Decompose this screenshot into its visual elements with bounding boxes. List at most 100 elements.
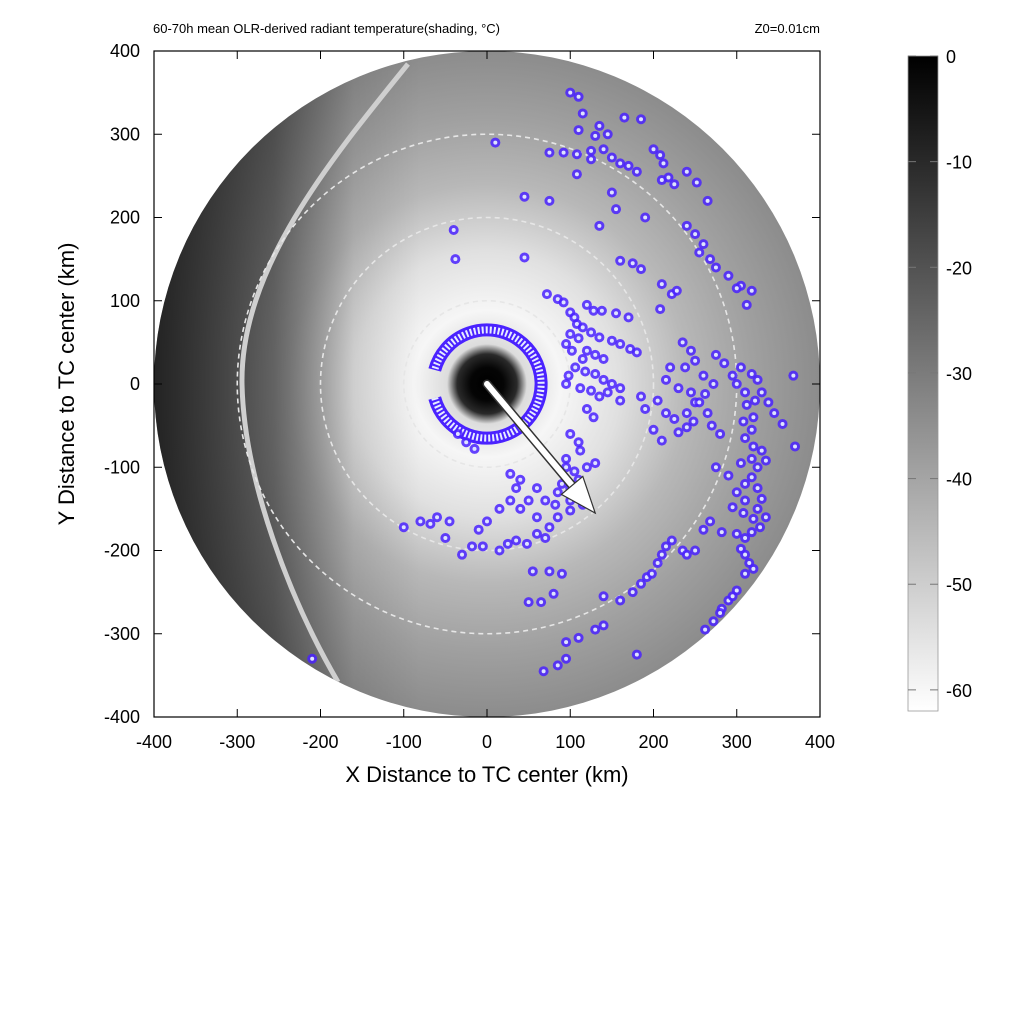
convective-cell-core — [443, 536, 448, 541]
convective-cell-core — [578, 386, 583, 391]
convective-cell-core — [447, 519, 452, 524]
convective-cell-core — [566, 373, 571, 378]
convective-cell-core — [576, 128, 581, 133]
convective-cell-core — [580, 111, 585, 116]
convective-cell-core — [684, 425, 689, 430]
convective-cell-core — [561, 150, 566, 155]
convective-cell-core — [713, 465, 718, 470]
convective-cell-core — [755, 506, 760, 511]
convective-cell-core — [693, 232, 698, 237]
convective-cell-core — [518, 506, 523, 511]
colorbar-tick-label: 0 — [946, 47, 956, 67]
convective-cell-core — [572, 315, 577, 320]
y-tick-label: -100 — [104, 457, 140, 477]
convective-cell-core — [576, 635, 581, 640]
convective-cell-core — [722, 361, 727, 366]
y-tick-label: 300 — [110, 124, 140, 144]
convective-cell-core — [741, 419, 746, 424]
convective-cell-core — [601, 594, 606, 599]
convective-cell-core — [639, 267, 644, 272]
convective-cell-core — [743, 390, 748, 395]
chart-title: 60-70h mean OLR-derived radiant temperat… — [153, 21, 500, 36]
y-tick-label: 100 — [110, 291, 140, 311]
convective-cell-core — [534, 515, 539, 520]
convective-cell-core — [630, 261, 635, 266]
convective-cell-core — [753, 398, 758, 403]
convective-cell-core — [599, 308, 604, 313]
colorbar-tick-label: -30 — [946, 364, 972, 384]
convective-cell-core — [559, 481, 564, 486]
convective-cell-core — [553, 502, 558, 507]
convective-cell-core — [584, 302, 589, 307]
convective-cell-core — [601, 357, 606, 362]
convective-cell-core — [455, 431, 460, 436]
convective-cell-core — [609, 382, 614, 386]
convective-cell-core — [713, 352, 718, 357]
x-tick-label: 0 — [482, 732, 492, 752]
convective-cell-core — [659, 438, 664, 443]
convective-cell-core — [749, 288, 754, 293]
x-tick-label: -100 — [386, 732, 422, 752]
convective-cell-core — [684, 552, 689, 557]
convective-cell-core — [659, 282, 664, 287]
convective-cell-core — [508, 471, 513, 476]
convective-cell-core — [564, 656, 569, 661]
convective-cell-core — [597, 123, 602, 128]
x-tick-label: 200 — [638, 732, 668, 752]
convective-cell-core — [751, 516, 756, 521]
convective-cell-core — [663, 377, 668, 382]
convective-cell-core — [749, 372, 754, 377]
convective-cell-core — [694, 180, 699, 185]
convective-cell-core — [658, 307, 663, 312]
convective-cell-core — [655, 560, 660, 565]
convective-cell-core — [601, 623, 606, 628]
x-tick-label: -400 — [136, 732, 172, 752]
convective-cell-core — [551, 591, 556, 596]
convective-cell-core — [564, 342, 569, 347]
convective-cell-core — [684, 411, 689, 416]
convective-cell-core — [676, 386, 681, 391]
convective-cell-core — [693, 548, 698, 553]
storm-motion-vector — [482, 379, 597, 515]
convective-cell-core — [672, 182, 677, 187]
convective-cell-core — [568, 90, 573, 95]
convective-cell-core — [522, 255, 527, 260]
convective-cell-core — [618, 342, 623, 347]
convective-cell-core — [589, 157, 594, 162]
convective-cell-core — [763, 458, 768, 463]
convective-cell-core — [618, 598, 623, 603]
convective-cell-core — [614, 311, 619, 316]
colorbar-ticks: 0 -10 -20 -30 -40 -50 -60 — [908, 47, 972, 701]
convective-cell-core — [564, 382, 569, 386]
convective-cell-core — [743, 552, 748, 557]
convective-cell-core — [580, 325, 585, 330]
convective-cell-core — [734, 286, 739, 291]
convective-cell-core — [705, 411, 710, 416]
convective-cell-core — [703, 391, 708, 396]
convective-cell-core — [583, 369, 588, 374]
convective-cell-core — [589, 330, 594, 335]
convective-cell-core — [697, 250, 702, 255]
convective-cell-core — [743, 498, 748, 503]
convective-cell-core — [634, 350, 639, 355]
convective-cell-core — [564, 456, 569, 461]
convective-cell-core — [561, 300, 566, 305]
convective-cell-core — [573, 365, 578, 370]
convective-cell-core — [524, 541, 529, 546]
colorbar-tick-label: -50 — [946, 575, 972, 595]
convective-cell-core — [578, 448, 583, 453]
colorbar-tick-label: -20 — [946, 258, 972, 278]
convective-cell-core — [649, 571, 654, 576]
convective-cell-core — [749, 427, 754, 432]
convective-cell-core — [651, 427, 656, 432]
motion-vector-head — [560, 475, 597, 515]
convective-cell-core — [601, 147, 606, 152]
convective-cell-core — [755, 377, 760, 382]
convective-cell-core — [555, 663, 560, 668]
x-tick-label: 100 — [555, 732, 585, 752]
convective-cell-core — [751, 415, 756, 420]
convective-cell-core — [584, 406, 589, 411]
convective-cell-core — [772, 411, 777, 416]
convective-cell-core — [497, 548, 502, 553]
convective-cell-core — [497, 506, 502, 511]
